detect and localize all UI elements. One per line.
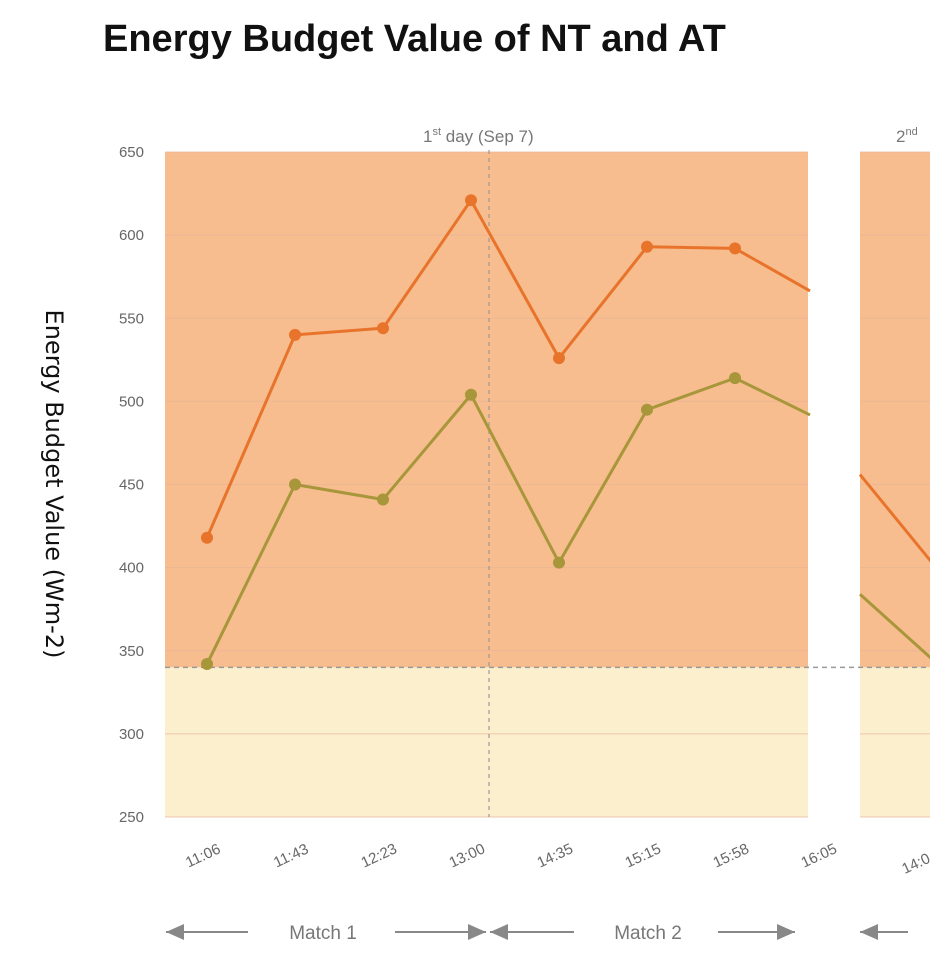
at-series-line-panel2	[858, 593, 930, 660]
nt-point-1143	[289, 328, 301, 341]
nt-point-1300	[465, 194, 477, 207]
y-tick-label-650: 650	[119, 144, 144, 161]
panel1-above-threshold-region	[165, 152, 808, 668]
nt-point-1515	[641, 240, 653, 253]
at-point-1223	[377, 493, 389, 506]
at-point-1106	[201, 658, 213, 671]
x-tick-label-1515: 15:15	[622, 840, 663, 871]
x-tick-label-1106: 11:06	[183, 841, 223, 872]
x-tick-label-1300: 13:00	[446, 840, 487, 871]
y-tick-label-600: 600	[119, 227, 144, 244]
at-point-1300	[465, 388, 477, 401]
nt-series-line	[205, 198, 811, 539]
x-tick-label-1223: 12:23	[358, 840, 399, 871]
x-tick-label-1558: 15:58	[710, 840, 751, 871]
match-label-2: Match 2	[614, 923, 682, 944]
nt-point-1223	[377, 322, 389, 335]
x-tick-label-1435: 14:35	[534, 840, 575, 871]
at-point-1515	[641, 403, 653, 416]
match-label-1: Match 1	[289, 923, 357, 944]
nt-point-1106	[201, 531, 213, 544]
y-tick-label-350: 350	[119, 643, 144, 660]
y-tick-label-450: 450	[119, 477, 144, 494]
nt-point-1435	[553, 352, 565, 365]
x-tick-label-panel2-0: 14:0	[899, 850, 930, 878]
x-tick-label-1605: 16:05	[798, 840, 839, 871]
y-tick-label-250: 250	[119, 809, 144, 826]
at-point-1143	[289, 478, 301, 491]
nt-series-line-panel2	[858, 473, 930, 563]
day-label-2: 2nd	[896, 126, 918, 146]
day-label-1: 1st day (Sep 7)	[423, 126, 534, 146]
y-tick-label-550: 550	[119, 310, 144, 327]
panel2-below-threshold-region	[860, 667, 930, 817]
panel1-below-threshold-region	[165, 667, 808, 817]
panel2-above-threshold-region	[860, 152, 930, 668]
y-axis-label: Energy Budget Value (Wm-2)	[40, 310, 68, 659]
at-point-1558	[729, 372, 741, 385]
at-point-1435	[553, 556, 565, 569]
chart-title: Energy Budget Value of NT and AT	[103, 18, 726, 60]
x-tick-label-1143: 11:43	[271, 841, 311, 872]
at-series-line	[205, 376, 811, 665]
y-tick-label-400: 400	[119, 560, 144, 577]
y-tick-label-500: 500	[119, 393, 144, 410]
y-tick-label-300: 300	[119, 726, 144, 743]
nt-point-1558	[729, 242, 741, 255]
